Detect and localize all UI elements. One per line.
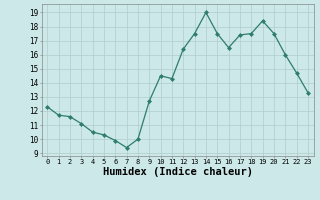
X-axis label: Humidex (Indice chaleur): Humidex (Indice chaleur): [103, 167, 252, 177]
